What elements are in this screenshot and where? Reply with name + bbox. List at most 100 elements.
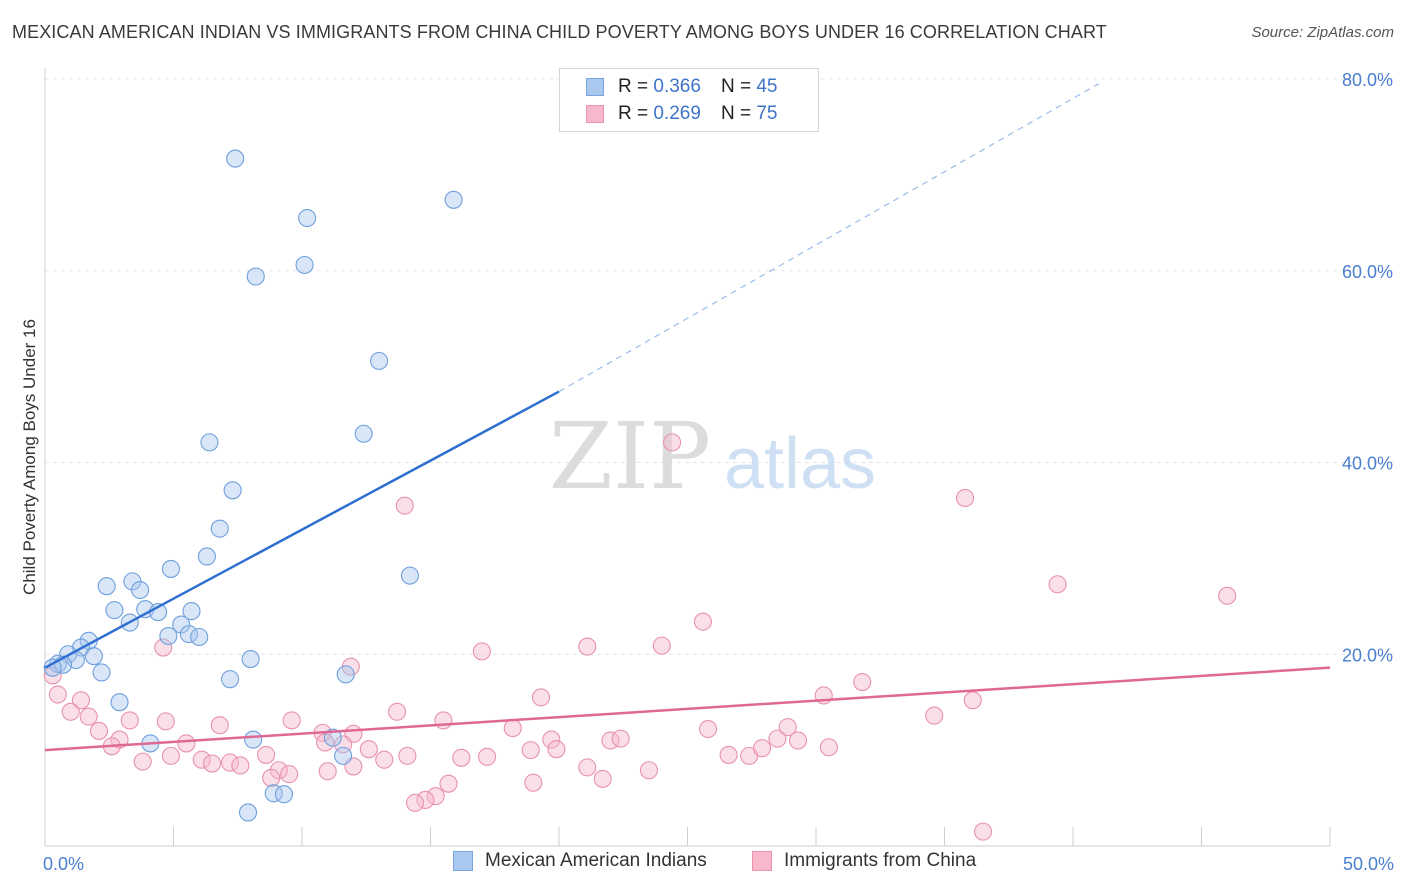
data-point — [220, 753, 240, 772]
data-point — [542, 730, 561, 749]
data-point — [295, 255, 314, 275]
data-point — [231, 756, 250, 775]
y-tick-label: 20.0% — [1342, 645, 1393, 665]
data-point — [159, 626, 178, 646]
legend-r-label: R = — [618, 76, 649, 97]
data-point — [578, 637, 597, 656]
data-point — [274, 785, 294, 804]
data-point — [161, 746, 180, 765]
legend-r-value: 0.366 — [653, 76, 701, 97]
data-point — [79, 707, 98, 726]
data-point — [200, 433, 219, 452]
legend-n-label: N = — [720, 76, 752, 97]
legend-r-value: 0.269 — [653, 103, 701, 124]
y-tick-label: 80.0% — [1342, 70, 1393, 90]
data-point — [298, 208, 317, 228]
data-point — [956, 488, 975, 508]
data-point — [693, 612, 712, 631]
data-point — [521, 741, 540, 760]
data-point — [359, 740, 378, 759]
data-point — [752, 739, 772, 758]
data-point — [472, 642, 491, 661]
legend-n-label: N = — [720, 103, 752, 124]
data-point — [925, 706, 944, 725]
data-point — [226, 149, 245, 168]
data-point — [426, 787, 445, 806]
data-point — [156, 712, 175, 731]
data-point — [370, 351, 389, 370]
data-point — [241, 649, 260, 669]
data-point — [220, 670, 240, 689]
x-tick-label-min: 0.0% — [43, 854, 84, 874]
data-point — [1048, 575, 1067, 594]
data-point — [223, 481, 242, 500]
data-point — [61, 702, 80, 721]
data-point — [210, 716, 229, 735]
data-point — [531, 688, 551, 707]
data-point — [444, 190, 463, 209]
data-point — [110, 693, 129, 712]
data-point — [336, 665, 355, 684]
data-point — [439, 774, 458, 793]
grid-lines — [45, 78, 1393, 655]
data-point — [663, 433, 682, 452]
data-point — [120, 711, 139, 730]
data-point — [719, 745, 738, 764]
y-tick-label: 60.0% — [1342, 262, 1393, 282]
data-point — [92, 663, 111, 682]
legend-n-value: 45 — [756, 76, 778, 97]
series-immigrants-from-china — [43, 433, 1237, 841]
bottom-legend-swatch-blue — [453, 851, 473, 871]
data-point — [269, 761, 288, 780]
bottom-legend-mexican-american-indians: Mexican American Indians — [453, 850, 707, 872]
data-point — [853, 673, 872, 692]
data-point — [388, 702, 407, 721]
data-point — [238, 803, 258, 822]
data-point — [161, 559, 180, 578]
data-point — [48, 685, 67, 704]
trend-line-extension-mexican-american-indians — [558, 83, 1099, 393]
data-point — [84, 647, 103, 666]
data-point — [89, 721, 109, 741]
data-point — [246, 267, 265, 286]
data-point — [768, 729, 787, 748]
bottom-legend-label: Mexican American Indians — [485, 850, 707, 871]
data-point — [282, 711, 301, 730]
data-point — [177, 734, 196, 753]
data-point — [354, 424, 373, 443]
data-point — [43, 658, 62, 677]
data-point — [699, 719, 718, 739]
legend-row-immigrants-from-china: R = 0.269 N = 75 — [586, 103, 777, 125]
data-point — [524, 773, 543, 792]
bottom-legend-immigrants-from-china: Immigrants from China — [752, 850, 976, 872]
series-mexican-american-indians — [43, 149, 463, 822]
legend-swatch-pink — [586, 105, 604, 123]
data-point — [973, 822, 993, 841]
watermark-zip: ZIP — [549, 403, 711, 510]
legend-row-mexican-american-indians: R = 0.366 N = 45 — [586, 76, 777, 98]
data-point — [203, 754, 222, 773]
legend: R = 0.366 N = 45 R = 0.269 N = 75 — [559, 68, 819, 132]
data-point — [323, 728, 342, 747]
y-tick-labels: 20.0% 40.0% 60.0% 80.0% — [1342, 70, 1393, 665]
data-point — [210, 519, 229, 538]
x-ticks — [44, 827, 1331, 846]
data-point — [819, 738, 838, 757]
data-point — [1218, 586, 1237, 605]
data-point — [256, 745, 276, 764]
data-point — [334, 746, 353, 765]
data-point — [400, 566, 419, 585]
data-point — [131, 580, 150, 600]
data-point — [179, 625, 198, 644]
legend-n-value: 75 — [756, 103, 778, 124]
chart-title: MEXICAN AMERICAN INDIAN VS IMMIGRANTS FR… — [12, 22, 1107, 42]
legend-r-label: R = — [618, 103, 649, 124]
data-point — [318, 762, 337, 781]
y-tick-label: 40.0% — [1342, 454, 1393, 474]
data-point — [375, 750, 394, 769]
legend-swatch-blue — [586, 78, 604, 96]
data-point — [477, 747, 497, 766]
data-point — [503, 719, 522, 738]
data-point — [547, 740, 566, 759]
